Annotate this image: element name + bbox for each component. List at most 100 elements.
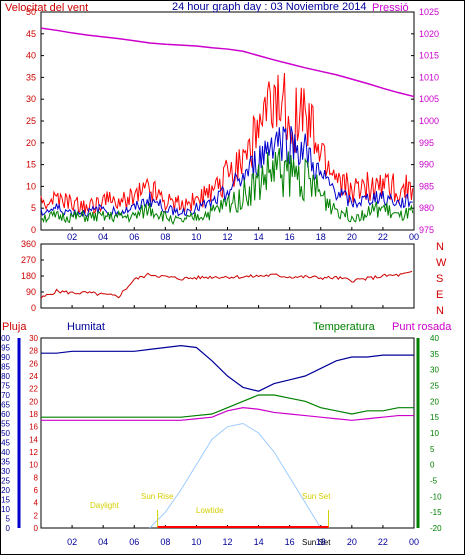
x-tick-label-humidity: 16 — [285, 537, 295, 547]
rain-y-tick-label: 22 — [29, 385, 38, 394]
temp-y-tick-label: 15 — [430, 413, 439, 422]
pressure-y-tick-label: 1000 — [419, 116, 439, 126]
temperature-label: Temperatura — [313, 321, 376, 333]
series-low — [40, 147, 414, 226]
temp-y-tick-label: -10 — [430, 492, 442, 501]
humidity-y-tick-label: 35 — [1, 458, 10, 467]
x-tick-label-humidity: 06 — [129, 537, 139, 547]
rain-label: Pluja — [2, 321, 27, 333]
pressure-y-tick-label: 1010 — [419, 72, 439, 82]
rain-y-tick-label: 4 — [34, 499, 39, 508]
x-tick-label-wind: 08 — [160, 232, 170, 242]
humidity-y-tick-label: 20 — [1, 486, 10, 495]
direction-y-tick-label: 0 — [31, 303, 36, 313]
wind-y-tick-label: 0 — [31, 225, 36, 235]
series-dewpoint — [41, 407, 414, 421]
wind-y-tick-label: 40 — [26, 51, 36, 61]
x-tick-label-humidity: 02 — [67, 537, 77, 547]
temp-y-tick-label: 0 — [430, 461, 435, 470]
rain-y-tick-label: 26 — [29, 359, 38, 368]
x-tick-label-wind: 16 — [285, 232, 295, 242]
x-tick-label-wind: 22 — [378, 232, 388, 242]
x-tick-label-humidity: 04 — [98, 537, 108, 547]
x-tick-label-wind: 14 — [254, 232, 264, 242]
chart-title: 24 hour graph day : 03 Noviembre 2014 — [172, 1, 366, 13]
rain-y-tick-label: 24 — [29, 372, 38, 381]
humidity-y-tick-label: 10 — [1, 505, 10, 514]
rain-y-tick-label: 30 — [29, 334, 38, 343]
direction-y-tick-label: 180 — [21, 271, 36, 281]
series-temperature — [41, 394, 414, 418]
x-tick-label-wind: 10 — [191, 232, 201, 242]
temp-y-tick-label: 40 — [430, 334, 439, 343]
series-pressure — [40, 27, 415, 98]
wind-y-tick-label: 35 — [26, 72, 36, 82]
direction-y-tick-label: 90 — [26, 287, 36, 297]
wind-y-tick-label: 15 — [26, 160, 36, 170]
humidity-y-tick-label: 95 — [1, 344, 10, 353]
temp-y-tick-label: 25 — [430, 382, 439, 391]
x-tick-label-humidity: 08 — [160, 537, 170, 547]
series-direction — [40, 270, 413, 299]
series-humidity — [41, 344, 414, 392]
humidity-y-tick-label: 75 — [1, 382, 10, 391]
x-tick-label-wind: 20 — [347, 232, 357, 242]
rain-y-tick-label: 12 — [29, 448, 38, 457]
panel-humidity — [40, 337, 415, 529]
sunset-small-annotation: Sun Set — [302, 538, 331, 547]
humidity-y-tick-label: 45 — [1, 439, 10, 448]
rain-y-tick-label: 20 — [29, 397, 38, 406]
x-tick-label-wind: 18 — [316, 232, 326, 242]
pressure-y-tick-label: 1015 — [419, 51, 439, 61]
humidity-y-tick-label: 85 — [1, 363, 10, 372]
x-tick-label-humidity: 14 — [254, 537, 264, 547]
right-title: Pressió — [372, 2, 409, 14]
x-tick-label-humidity: 22 — [378, 537, 388, 547]
humidity-y-tick-label: 30 — [1, 467, 10, 476]
wind-y-tick-label: 25 — [26, 116, 36, 126]
x-tick-label-humidity: 00 — [409, 537, 419, 547]
humidity-y-tick-label: 15 — [1, 496, 10, 505]
rain-y-tick-label: 6 — [34, 486, 39, 495]
rain-y-tick-label: 8 — [34, 473, 39, 482]
temp-y-tick-label: 10 — [430, 429, 439, 438]
humidity-y-tick-label: 100 — [0, 334, 11, 343]
humidity-y-tick-label: 55 — [1, 420, 10, 429]
x-tick-label-humidity: 12 — [222, 537, 232, 547]
wind-y-tick-label: 30 — [26, 94, 36, 104]
x-tick-label-wind: 04 — [98, 232, 108, 242]
x-tick-label-humidity: 18 — [316, 537, 326, 547]
x-tick-label-humidity: 20 — [347, 537, 357, 547]
humidity-y-tick-label: 90 — [1, 353, 10, 362]
rain-y-tick-label: 0 — [34, 524, 39, 533]
compass-label: N — [436, 305, 444, 317]
pressure-y-tick-label: 1025 — [419, 7, 439, 17]
humidity-label: Humitat — [67, 321, 105, 333]
pressure-y-tick-label: 1005 — [419, 94, 439, 104]
humidity-y-tick-label: 25 — [1, 477, 10, 486]
series-gust — [40, 72, 414, 215]
humidity-y-tick-label: 70 — [1, 391, 10, 400]
lowtide-annotation: Lowtide — [196, 506, 224, 515]
direction-y-tick-label: 270 — [21, 255, 36, 265]
wind-y-tick-label: 5 — [31, 203, 36, 213]
temp-y-tick-label: -5 — [430, 477, 438, 486]
x-tick-label-humidity: 10 — [191, 537, 201, 547]
humidity-y-tick-label: 5 — [6, 515, 11, 524]
x-tick-label-wind: 06 — [129, 232, 139, 242]
pressure-y-tick-label: 980 — [419, 203, 434, 213]
humidity-y-tick-label: 80 — [1, 372, 10, 381]
temp-y-tick-label: -15 — [430, 508, 442, 517]
rain-y-tick-label: 18 — [29, 410, 38, 419]
humidity-y-tick-label: 60 — [1, 410, 10, 419]
temp-y-tick-label: 30 — [430, 366, 439, 375]
pressure-y-tick-label: 985 — [419, 181, 434, 191]
x-tick-label-wind: 12 — [222, 232, 232, 242]
humidity-y-tick-label: 65 — [1, 401, 10, 410]
sunrise-annotation: Sun Rise — [141, 492, 174, 501]
panel-direction — [40, 243, 415, 309]
wind-y-tick-label: 50 — [26, 7, 36, 17]
wind-y-tick-label: 20 — [26, 138, 36, 148]
x-tick-label-wind: 00 — [409, 232, 419, 242]
